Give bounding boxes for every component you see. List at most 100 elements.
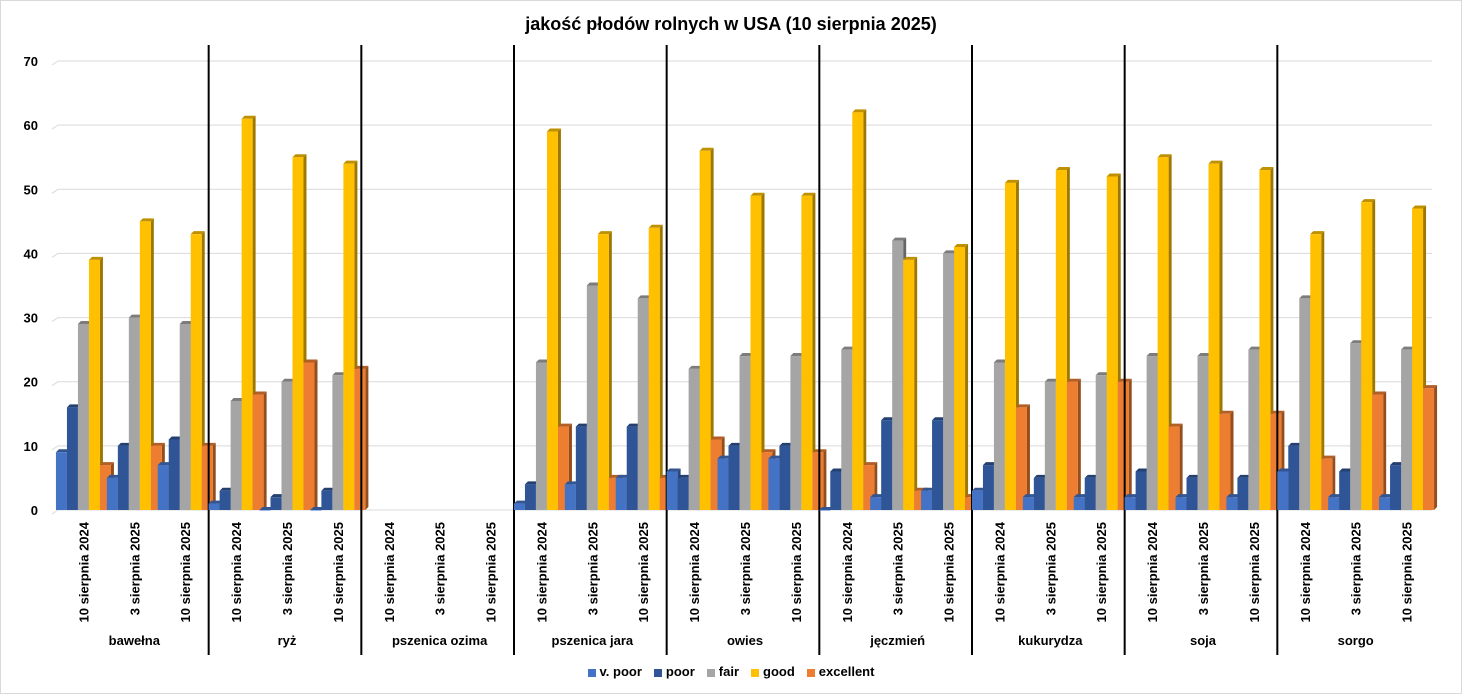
bar-top — [863, 462, 878, 466]
bar-front — [106, 477, 118, 510]
bar-top — [230, 397, 245, 401]
bar-top — [150, 442, 165, 446]
bar-top — [303, 359, 318, 363]
bar-top — [586, 282, 601, 286]
bar-v--poor — [310, 507, 325, 511]
bar-top — [637, 295, 652, 299]
y-tick-label: 40 — [24, 246, 38, 261]
subcategory-label: 10 sierpnia 2025 — [178, 522, 193, 622]
bar-front — [728, 445, 740, 510]
bar-top — [717, 455, 732, 459]
bar-top — [830, 468, 845, 472]
bar-top — [1033, 474, 1048, 478]
bar-top — [1066, 378, 1081, 382]
bar-top — [1175, 494, 1190, 498]
bar-top — [1350, 340, 1365, 344]
bar-front — [790, 356, 802, 510]
bar-side — [557, 128, 561, 511]
bar-front — [597, 234, 609, 510]
bar-top — [179, 320, 194, 324]
bar-front — [1379, 497, 1391, 510]
bar-front — [1310, 234, 1322, 510]
gridline-depth — [51, 445, 59, 451]
bar-top — [1379, 494, 1394, 498]
legend-item: excellent — [806, 664, 874, 679]
subcategory-label: 3 sierpnia 2025 — [585, 522, 600, 615]
bar-top — [728, 442, 743, 446]
bar-top — [1084, 474, 1099, 478]
bar-top — [535, 359, 550, 363]
subcategory-label: 10 sierpnia 2024 — [534, 521, 549, 622]
bar-good — [190, 231, 205, 510]
bar-front — [1073, 497, 1085, 510]
y-tick-label: 70 — [24, 54, 38, 69]
bar-top — [1186, 474, 1201, 478]
bar-front — [1022, 497, 1034, 510]
bar-front — [615, 477, 627, 510]
y-tick-label: 0 — [31, 503, 38, 518]
bar-front — [292, 157, 304, 510]
bar-excellent — [1372, 391, 1387, 510]
bar-front — [1226, 497, 1238, 510]
subcategory-label: 3 sierpnia 2025 — [127, 522, 142, 615]
bar-front — [546, 131, 558, 511]
subcategory-label: 10 sierpnia 2024 — [382, 521, 397, 622]
bar-excellent — [1015, 404, 1030, 510]
subcategory-label: 10 sierpnia 2025 — [942, 522, 957, 622]
bar-front — [321, 490, 333, 510]
bar-top — [513, 500, 528, 504]
bar-front — [892, 240, 904, 510]
bar-side — [710, 147, 714, 511]
bar-front — [1237, 477, 1249, 510]
subcategory-label: 10 sierpnia 2024 — [992, 521, 1007, 622]
bar-top — [88, 256, 103, 260]
bar-front — [208, 503, 220, 510]
bar-top — [99, 462, 114, 466]
bar-top — [1299, 295, 1314, 299]
legend-label: poor — [665, 664, 695, 679]
bar-front — [666, 471, 678, 510]
bar-top — [921, 487, 936, 491]
bar-front — [535, 362, 547, 510]
y-tick-label: 20 — [24, 375, 38, 390]
legend-item: poor — [653, 664, 695, 679]
bar-front — [870, 497, 882, 510]
bar-good — [88, 256, 103, 510]
bar-front — [819, 510, 831, 511]
bar-top — [219, 487, 234, 491]
bar-top — [252, 391, 267, 395]
bar-top — [1328, 494, 1343, 498]
group-label: kukurydza — [1018, 633, 1083, 648]
subcategory-label: 10 sierpnia 2025 — [1400, 522, 1415, 622]
bar-front — [1095, 375, 1107, 510]
y-tick-label: 60 — [24, 118, 38, 133]
bar-front — [157, 465, 169, 510]
bar-front — [1066, 381, 1078, 510]
bar-top — [982, 462, 997, 466]
bar-front — [688, 368, 700, 510]
bar-front — [1412, 208, 1424, 510]
bar-top — [615, 474, 630, 478]
bar-front — [1277, 471, 1289, 510]
bar-front — [230, 400, 242, 510]
bar-top — [1168, 423, 1183, 427]
bar-top — [557, 423, 572, 427]
bar-excellent — [303, 359, 318, 510]
subcategory-label: 10 sierpnia 2024 — [687, 521, 702, 622]
bar-top — [292, 154, 307, 158]
bar-side — [212, 442, 216, 510]
legend-item: v. poor — [587, 664, 642, 679]
bar-front — [659, 477, 671, 510]
bar-top — [1321, 455, 1336, 459]
bar-top — [870, 494, 885, 498]
bar-top — [892, 237, 907, 241]
bar-front — [1117, 381, 1129, 510]
gridline-depth — [51, 381, 59, 387]
legend-label: v. poor — [599, 664, 642, 679]
bar-front — [1372, 394, 1384, 510]
bar-top — [66, 404, 81, 408]
bar-front — [241, 118, 253, 510]
bar-front — [943, 253, 955, 510]
gridline-depth — [51, 253, 59, 258]
